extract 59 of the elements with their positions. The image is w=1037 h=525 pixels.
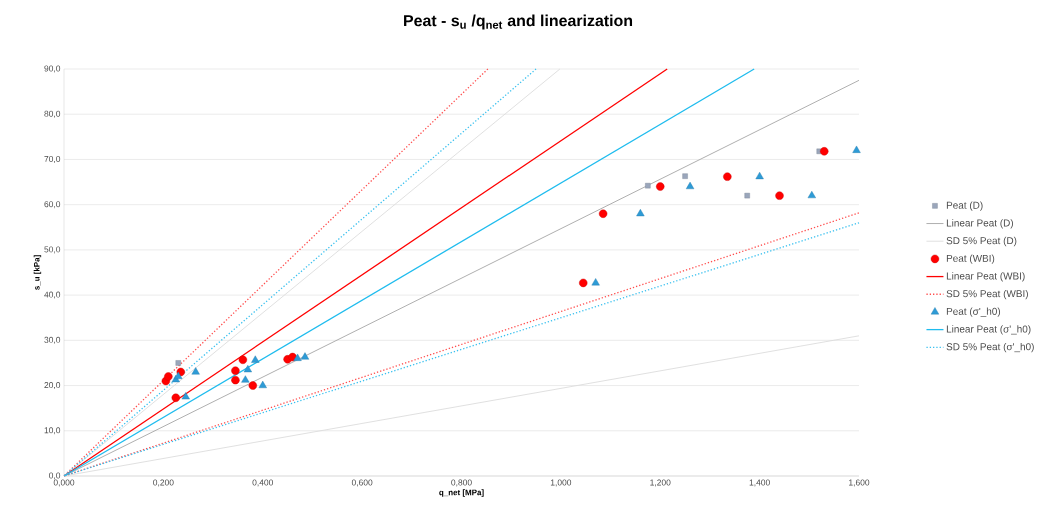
y-tick-label: 80,0 xyxy=(44,110,61,118)
point xyxy=(598,209,608,218)
x-tick-label: 0,000 xyxy=(53,479,75,487)
point xyxy=(231,366,240,375)
point xyxy=(243,365,252,373)
y-tick-label: 0,0 xyxy=(49,472,61,480)
y-tick-label: 20,0 xyxy=(44,382,61,390)
point xyxy=(251,355,260,363)
point xyxy=(241,375,250,383)
x-tick-label: 1,200 xyxy=(650,479,671,487)
point xyxy=(181,392,190,400)
legend-label: Linear Peat (WBI) xyxy=(946,272,1025,282)
point xyxy=(171,393,180,402)
point xyxy=(238,355,248,364)
point xyxy=(579,278,588,288)
legend-label: Peat (D) xyxy=(946,201,983,211)
legend-label: SD 5% Peat (D) xyxy=(946,236,1017,247)
y-tick-label: 40,0 xyxy=(44,291,61,299)
point xyxy=(175,360,181,366)
point xyxy=(645,182,651,189)
x-tick-label: 0,800 xyxy=(451,479,472,487)
x-tick-label: 1,600 xyxy=(849,479,870,487)
point xyxy=(164,372,173,381)
legend-label: Linear Peat (σ'_h0) xyxy=(946,325,1031,335)
x-tick-label: 1,000 xyxy=(550,479,572,487)
point xyxy=(258,380,267,388)
legend-label: Linear Peat (D) xyxy=(946,219,1014,229)
y-tick-label: 30,0 xyxy=(44,336,61,344)
x-tick-label: 0,400 xyxy=(252,479,274,487)
point xyxy=(300,352,310,360)
y-tick-label: 10,0 xyxy=(44,427,61,435)
y-tick-label: 90,0 xyxy=(44,65,61,73)
legend-label: SD 5% Peat (WBI) xyxy=(946,289,1028,300)
x-tick-label: 0,600 xyxy=(351,479,373,487)
point xyxy=(231,375,240,385)
y-tick-label: 60,0 xyxy=(44,201,61,209)
point xyxy=(744,192,750,199)
point xyxy=(293,353,302,361)
chart-title: Peat - s$_{u}$ /q$_{net}$ and linearization xyxy=(404,14,633,30)
point xyxy=(755,171,764,180)
point xyxy=(591,278,600,286)
point xyxy=(820,147,829,156)
y-tick-label: 50,0 xyxy=(44,246,61,254)
x-tick-label: 0,200 xyxy=(153,479,174,487)
point xyxy=(775,191,784,200)
point xyxy=(636,209,645,217)
point xyxy=(685,181,695,190)
point xyxy=(682,173,688,179)
legend-label: Peat (σ'_h0) xyxy=(946,307,1001,317)
point xyxy=(248,381,257,390)
point xyxy=(656,182,665,191)
y-tick-label: 70,0 xyxy=(44,155,61,163)
point xyxy=(723,172,732,181)
point xyxy=(807,190,816,199)
x-tick-label: 1,400 xyxy=(749,479,770,487)
legend-label: Peat (WBI) xyxy=(946,254,995,264)
legend-label: SD 5% Peat (σ'_h0) xyxy=(946,342,1034,353)
point xyxy=(852,145,861,153)
point xyxy=(191,367,200,375)
